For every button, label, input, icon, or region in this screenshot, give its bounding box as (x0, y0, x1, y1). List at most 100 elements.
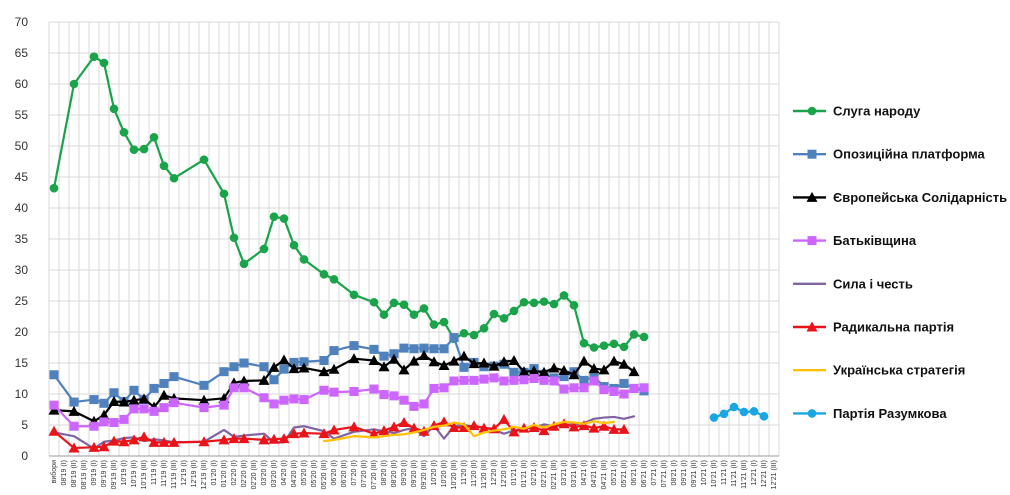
data-point (329, 346, 339, 356)
data-point (368, 355, 380, 366)
data-point (558, 364, 570, 375)
data-point (609, 387, 619, 397)
data-point (49, 370, 59, 380)
data-point (509, 306, 519, 316)
data-point (518, 366, 530, 377)
legend-label: Українська стратегія (833, 363, 965, 378)
data-point (99, 417, 109, 427)
data-point (149, 406, 159, 416)
data-point (739, 407, 749, 417)
data-point (399, 395, 409, 405)
data-point (168, 436, 180, 447)
gridlines (48, 21, 780, 457)
data-point (159, 161, 169, 171)
data-point (318, 428, 330, 439)
x-tick-label: 11'19 (II) (161, 460, 168, 487)
x-tick-label: 12'21 (I) (751, 460, 758, 485)
x-tick-label: 01'21 (II) (521, 460, 528, 487)
data-point (608, 423, 620, 434)
data-point (807, 149, 817, 159)
x-tick-label: 06'20 (II) (341, 460, 348, 487)
data-point (229, 233, 239, 243)
x-tick-label: 10'20 (II) (441, 460, 448, 487)
x-tick-label: 10'20 (I) (431, 460, 438, 485)
data-point (618, 423, 630, 434)
data-point (569, 383, 579, 393)
x-tick-label: 12'20 (I) (491, 460, 498, 485)
data-point (598, 420, 610, 431)
legend-item-1: Опозиційна платформа (793, 147, 986, 162)
x-tick-label: 09'21 (II) (691, 460, 698, 487)
x-tick-label: 06'21 (I) (631, 460, 638, 485)
data-point (499, 376, 509, 386)
data-point (349, 387, 359, 397)
data-point (239, 259, 249, 269)
data-point (538, 366, 550, 377)
data-point (429, 320, 439, 329)
data-point (528, 365, 540, 376)
data-point (368, 428, 380, 439)
x-tick-label: 02'20 (II) (241, 460, 248, 487)
data-point (299, 357, 309, 367)
data-point (439, 383, 449, 393)
legend-item-7: Партія Разумкова (793, 406, 947, 421)
data-point (68, 442, 80, 453)
data-point (139, 144, 149, 154)
series-7 (709, 402, 769, 422)
legend: Слуга народу Опозиційна платформа Європейс… (793, 104, 1007, 421)
data-point (559, 384, 569, 394)
legend-item-4: Сила і честь (793, 276, 913, 291)
data-point (548, 420, 560, 431)
data-point (439, 344, 449, 354)
data-point (89, 421, 99, 431)
y-tick-label: 70 (15, 15, 29, 29)
data-point (528, 421, 540, 432)
data-point (218, 434, 230, 445)
x-tick-label: 12'19 (I) (181, 460, 188, 485)
data-point (548, 362, 560, 373)
data-point (629, 330, 639, 339)
data-point (69, 79, 79, 89)
data-point (468, 358, 480, 369)
data-point (89, 52, 99, 62)
data-point (119, 414, 129, 424)
series-line (322, 420, 616, 443)
data-point (489, 309, 499, 319)
data-point (109, 104, 119, 114)
data-point (559, 372, 569, 382)
data-point (388, 421, 400, 432)
data-point (349, 290, 359, 300)
data-point (449, 333, 459, 343)
data-point (239, 383, 249, 393)
y-tick-label: 10 (15, 387, 29, 401)
data-point (478, 357, 490, 368)
data-point (499, 314, 509, 323)
y-tick-label: 30 (15, 263, 29, 277)
y-tick-label: 55 (15, 108, 29, 122)
data-point (228, 433, 240, 444)
data-point (419, 343, 429, 353)
x-tick-label: 12'21 (III) (771, 460, 778, 489)
data-point (806, 191, 818, 202)
data-point (269, 212, 279, 221)
data-point (409, 344, 419, 354)
data-point (319, 356, 329, 366)
x-tick-label: 10'19 (I) (121, 460, 128, 485)
data-point (289, 240, 299, 250)
data-point (278, 354, 290, 365)
data-point (298, 427, 310, 438)
data-point (629, 383, 639, 393)
x-tick-label: 12'19 (II) (191, 460, 198, 487)
data-point (269, 375, 279, 385)
data-point (807, 236, 817, 246)
x-tick-label: 11'20 (II) (471, 460, 478, 487)
data-point (238, 375, 250, 386)
data-point (299, 255, 309, 264)
data-point (138, 431, 150, 442)
data-point (409, 401, 419, 411)
data-point (399, 343, 409, 353)
data-point (589, 376, 599, 386)
x-tick-label: 11'20 (III) (481, 460, 488, 489)
x-tick-label: 07'20 (II) (361, 460, 368, 487)
data-point (759, 412, 769, 421)
